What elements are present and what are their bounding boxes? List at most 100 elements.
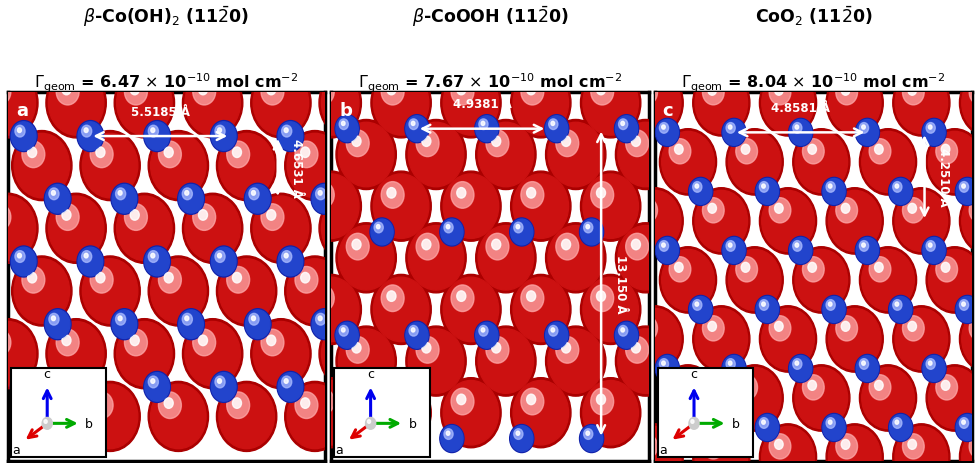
Circle shape xyxy=(27,273,36,283)
Circle shape xyxy=(374,429,383,439)
Circle shape xyxy=(486,337,509,363)
Circle shape xyxy=(907,322,916,332)
Circle shape xyxy=(731,370,768,413)
Circle shape xyxy=(625,131,649,157)
Circle shape xyxy=(376,75,416,120)
Circle shape xyxy=(185,316,189,321)
Circle shape xyxy=(761,191,814,252)
Circle shape xyxy=(674,263,683,273)
Circle shape xyxy=(130,335,139,346)
Circle shape xyxy=(226,142,250,169)
Circle shape xyxy=(828,426,881,463)
Circle shape xyxy=(546,323,567,348)
Circle shape xyxy=(956,178,979,206)
Circle shape xyxy=(660,241,668,252)
Circle shape xyxy=(891,298,907,316)
Circle shape xyxy=(329,79,352,106)
Circle shape xyxy=(48,322,104,386)
Circle shape xyxy=(352,240,361,250)
Circle shape xyxy=(597,188,606,199)
Circle shape xyxy=(182,313,192,325)
Circle shape xyxy=(690,297,711,323)
Circle shape xyxy=(708,439,716,450)
Circle shape xyxy=(304,71,359,136)
Circle shape xyxy=(859,365,916,431)
Circle shape xyxy=(370,219,394,246)
Circle shape xyxy=(636,198,658,224)
Circle shape xyxy=(516,225,519,229)
Circle shape xyxy=(581,221,597,239)
Circle shape xyxy=(760,188,816,255)
Text: $\beta$-Co(OH)$_2$ (11$\bar{2}$0): $\beta$-Co(OH)$_2$ (11$\bar{2}$0) xyxy=(83,5,250,29)
Circle shape xyxy=(521,285,544,312)
Circle shape xyxy=(284,379,288,383)
Circle shape xyxy=(335,321,360,350)
Circle shape xyxy=(381,79,404,106)
Circle shape xyxy=(144,372,171,402)
Circle shape xyxy=(764,430,802,463)
Circle shape xyxy=(695,426,748,463)
Circle shape xyxy=(551,126,590,172)
Circle shape xyxy=(959,418,968,428)
Circle shape xyxy=(279,374,297,394)
Circle shape xyxy=(212,373,236,401)
Circle shape xyxy=(295,142,318,169)
Circle shape xyxy=(49,313,59,325)
Circle shape xyxy=(828,302,832,307)
Circle shape xyxy=(546,117,567,142)
Circle shape xyxy=(924,121,940,140)
Circle shape xyxy=(252,191,256,196)
Circle shape xyxy=(13,124,30,144)
Circle shape xyxy=(304,278,359,342)
Circle shape xyxy=(615,326,676,396)
Circle shape xyxy=(728,132,781,193)
Circle shape xyxy=(245,310,270,339)
Circle shape xyxy=(774,86,783,96)
Circle shape xyxy=(112,310,136,339)
Circle shape xyxy=(96,273,105,283)
Circle shape xyxy=(703,434,724,459)
Circle shape xyxy=(193,79,216,106)
Circle shape xyxy=(318,394,326,405)
Circle shape xyxy=(628,191,681,252)
Circle shape xyxy=(267,210,275,221)
Circle shape xyxy=(267,85,275,95)
Circle shape xyxy=(82,134,138,198)
Circle shape xyxy=(511,69,571,138)
Circle shape xyxy=(890,415,911,440)
Circle shape xyxy=(405,321,429,350)
Circle shape xyxy=(148,257,209,326)
Circle shape xyxy=(115,319,174,389)
Circle shape xyxy=(741,145,750,155)
Circle shape xyxy=(232,148,241,158)
Circle shape xyxy=(336,223,396,293)
Circle shape xyxy=(457,394,465,405)
Circle shape xyxy=(969,198,980,224)
Circle shape xyxy=(151,254,155,258)
Circle shape xyxy=(620,229,660,275)
Text: c: c xyxy=(368,368,374,381)
Circle shape xyxy=(341,332,380,378)
Circle shape xyxy=(736,139,758,164)
Circle shape xyxy=(46,319,106,389)
Circle shape xyxy=(341,328,345,332)
Circle shape xyxy=(631,240,641,250)
Circle shape xyxy=(321,71,377,136)
Circle shape xyxy=(658,239,673,257)
Circle shape xyxy=(253,197,309,261)
Circle shape xyxy=(551,328,555,332)
Circle shape xyxy=(823,297,845,323)
Circle shape xyxy=(969,316,980,341)
Circle shape xyxy=(411,126,450,172)
Circle shape xyxy=(193,330,216,356)
Circle shape xyxy=(826,306,883,372)
Circle shape xyxy=(551,229,590,275)
Circle shape xyxy=(795,368,848,429)
Circle shape xyxy=(335,115,360,144)
Circle shape xyxy=(795,244,799,248)
Text: c: c xyxy=(44,368,51,381)
Circle shape xyxy=(761,73,814,134)
Circle shape xyxy=(277,246,304,277)
Circle shape xyxy=(893,424,950,463)
Circle shape xyxy=(511,426,533,451)
